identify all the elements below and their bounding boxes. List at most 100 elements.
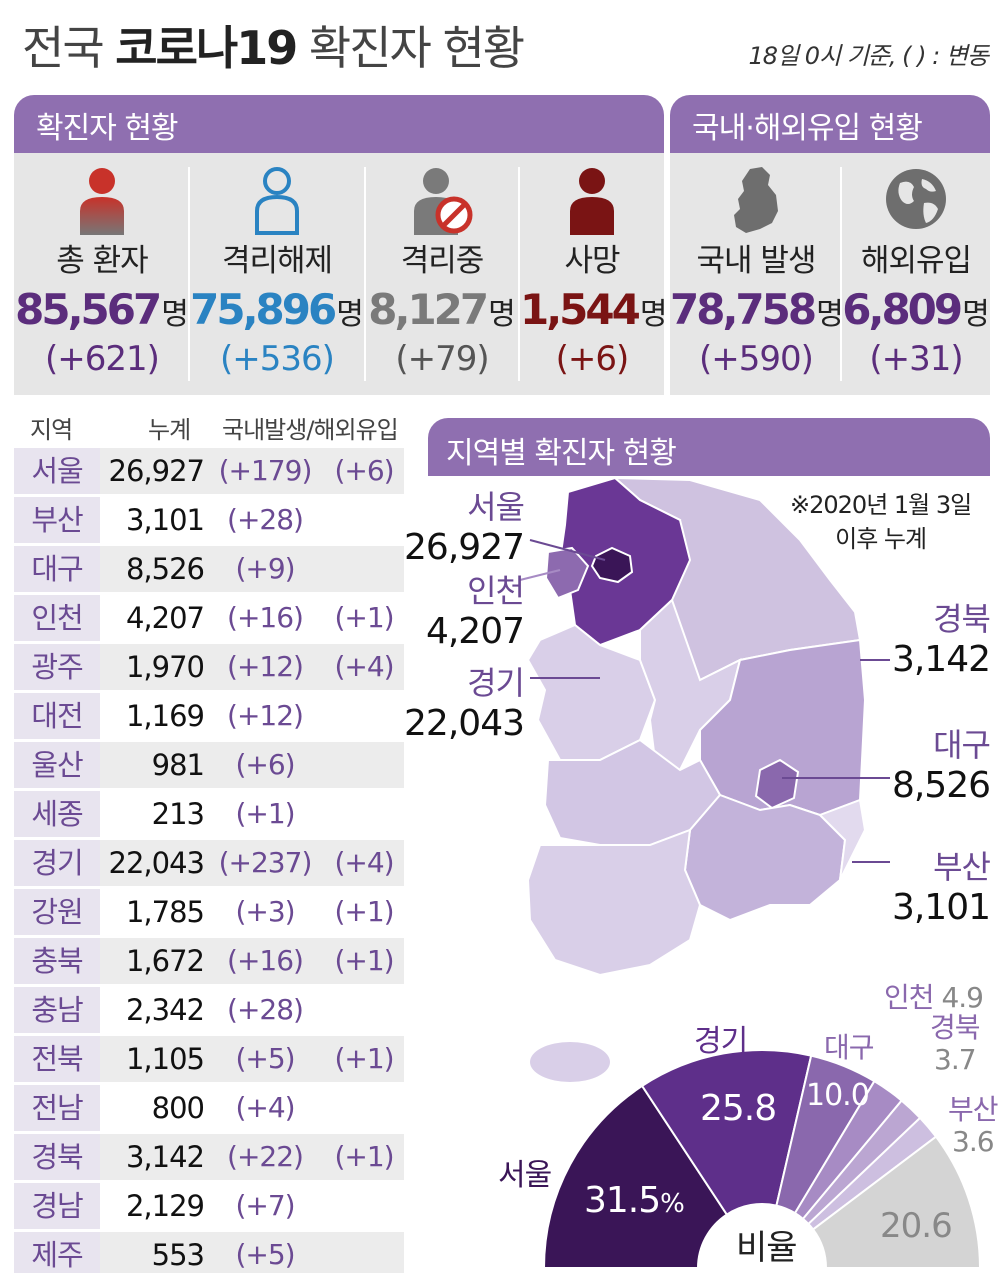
domestic-cell: (+1) xyxy=(235,797,295,830)
total-cell: 1,970 xyxy=(125,650,205,684)
callout-gyeonggi: 경기 22,043 xyxy=(404,658,525,744)
table-row: 서울 26,927 (+179) (+6) xyxy=(14,448,404,494)
stat-label: 격리해제 xyxy=(221,243,333,279)
status-panel-title: 확진자 현황 xyxy=(14,95,664,153)
domestic-cell: (+28) xyxy=(227,993,304,1026)
region-cell: 경기 xyxy=(14,840,100,886)
divider xyxy=(518,167,520,381)
status-panel: 총 환자 85,567명 (+621) 격리해제 75,896명 (+536) … xyxy=(14,153,667,395)
domestic-cell: (+179) xyxy=(218,454,313,487)
total-cell: 22,043 xyxy=(108,846,205,880)
total-cell: 26,927 xyxy=(108,454,205,488)
ratio-value-seoul: 31.5% xyxy=(584,1180,685,1221)
table-row: 광주 1,970 (+12) (+4) xyxy=(14,644,404,690)
total-cell: 2,342 xyxy=(125,993,205,1027)
imported-cell: (+4) xyxy=(334,650,394,683)
callout-name: 경북 xyxy=(933,600,991,638)
callout-daegu: 대구 8,526 xyxy=(892,720,991,806)
callout-value: 4,207 xyxy=(425,611,525,652)
table-row: 제주 553 (+5) xyxy=(14,1232,404,1273)
table-row: 세종 213 (+1) xyxy=(14,791,404,837)
region-chungbuk xyxy=(639,598,742,772)
stat-label: 총 환자 xyxy=(56,243,148,279)
leader-seoul xyxy=(529,539,606,561)
callout-name: 인천 xyxy=(467,572,525,610)
ratio-value-others: 20.6 xyxy=(880,1206,953,1246)
stat-total: 총 환자 85,567명 (+621) xyxy=(14,153,190,395)
domestic-cell: (+5) xyxy=(235,1238,295,1271)
region-cell: 광주 xyxy=(14,644,100,690)
domestic-cell: (+7) xyxy=(235,1189,295,1222)
ratio-value-gyeonggi: 25.8 xyxy=(700,1088,777,1129)
callout-value: 3,142 xyxy=(891,639,991,680)
total-cell: 1,672 xyxy=(125,944,205,978)
stat-label: 국내 발생 xyxy=(696,243,817,279)
stat-change: (+31) xyxy=(869,339,963,379)
title-bold: 코로나19 xyxy=(115,21,298,75)
table-row: 경남 2,129 (+7) xyxy=(14,1183,404,1229)
ratio-slice-others xyxy=(811,1135,982,1269)
table-row: 부산 3,101 (+28) xyxy=(14,497,404,543)
korea-map-icon xyxy=(734,167,778,233)
stat-value: 78,758명 xyxy=(670,285,844,334)
stat-change: (+621) xyxy=(45,339,160,379)
map-title: 지역별 확진자 현황 xyxy=(428,418,990,476)
total-cell: 8,526 xyxy=(125,552,205,586)
title-suffix: 확진자 현황 xyxy=(308,21,525,75)
domestic-cell: (+16) xyxy=(227,944,304,977)
map-note: ※2020년 1월 3일 이후 누계 xyxy=(790,488,972,556)
domestic-cell: (+4) xyxy=(235,1091,295,1124)
region-cell: 충북 xyxy=(14,938,100,984)
callout-value: 3,101 xyxy=(891,887,991,928)
region-cell: 경남 xyxy=(14,1183,100,1229)
region-cell: 서울 xyxy=(14,448,100,494)
ratio-value-daegu: 10.0 xyxy=(806,1078,870,1113)
imported-cell: (+1) xyxy=(334,944,394,977)
table-row: 전남 800 (+4) xyxy=(14,1085,404,1131)
imported-cell: (+6) xyxy=(334,454,394,487)
page-title: 전국 코로나19 확진자 현황 xyxy=(22,12,525,78)
region-cell: 제주 xyxy=(14,1232,100,1273)
region-busan xyxy=(818,798,867,881)
region-cell: 울산 xyxy=(14,742,100,788)
table-row: 울산 981 (+6) xyxy=(14,742,404,788)
ratio-name-daegu: 대구 xyxy=(824,1031,875,1064)
region-cell: 세종 xyxy=(14,791,100,837)
domestic-cell: (+16) xyxy=(227,601,304,634)
stat-value: 8,127명 xyxy=(368,285,516,334)
region-cell: 경북 xyxy=(14,1134,100,1180)
table-header-new: 국내발생/해외유입 xyxy=(222,416,399,444)
callout-name: 경기 xyxy=(467,664,525,702)
table-row: 전북 1,105 (+5) (+1) xyxy=(14,1036,404,1082)
stat-value: 85,567명 xyxy=(15,285,189,334)
stat-label: 해외유입 xyxy=(860,243,972,279)
imported-cell: (+4) xyxy=(334,846,394,879)
total-cell: 3,142 xyxy=(125,1140,205,1174)
stat-imported: 해외유입 6,809명 (+31) xyxy=(842,153,990,395)
ratio-name-gyeonggi: 경기 xyxy=(694,1024,748,1059)
callout-gyeongbuk: 경북 3,142 xyxy=(891,594,991,680)
table-header-region: 지역 xyxy=(30,416,73,444)
person-outline-icon xyxy=(255,167,299,235)
domestic-cell: (+22) xyxy=(227,1140,304,1173)
table-row: 대구 8,526 (+9) xyxy=(14,546,404,592)
callout-name: 부산 xyxy=(933,848,991,886)
callout-value: 26,927 xyxy=(404,527,525,568)
ratio-center-label: 비율 xyxy=(736,1228,798,1268)
domestic-cell: (+9) xyxy=(235,552,295,585)
callout-value: 22,043 xyxy=(404,703,525,744)
divider xyxy=(364,167,366,381)
ratio-name-seoul: 서울 xyxy=(498,1158,552,1193)
stat-value: 6,809명 xyxy=(842,285,990,334)
person-icon xyxy=(570,168,614,235)
stat-change: (+590) xyxy=(699,339,814,379)
divider xyxy=(188,167,190,381)
ratio-name-incheon: 인천 4.9 xyxy=(884,981,984,1014)
total-cell: 1,105 xyxy=(125,1042,205,1076)
person-prohibited-icon xyxy=(414,168,473,235)
table-row: 대전 1,169 (+12) xyxy=(14,693,404,739)
domestic-cell: (+12) xyxy=(227,699,304,732)
origin-panel: 국내 발생 78,758명 (+590) 해외유입 6,809명 (+31) xyxy=(670,153,990,395)
total-cell: 1,785 xyxy=(125,895,205,929)
domestic-cell: (+28) xyxy=(227,503,304,536)
